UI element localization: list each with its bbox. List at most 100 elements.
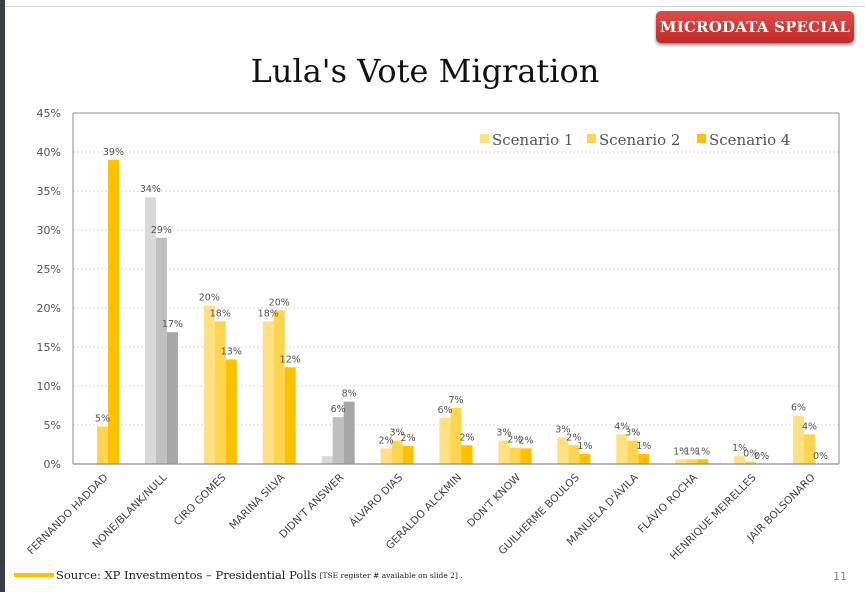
data-label: 2%: [401, 433, 416, 444]
data-label: 3%: [390, 428, 405, 439]
data-label: 1%: [577, 441, 592, 452]
data-label: 39%: [103, 147, 124, 158]
bar-scenario-4: [284, 367, 296, 464]
y-tick-label: 30%: [37, 224, 61, 237]
data-label: 18%: [210, 308, 231, 319]
x-category-label: DIDN'T ANSWER: [277, 472, 346, 541]
source-note: [TSE register # available on slide 2] .: [319, 570, 463, 580]
legend-item: Scenario 4: [697, 131, 790, 149]
data-label: 12%: [280, 354, 301, 365]
data-label: 2%: [379, 435, 394, 446]
data-label: 2%: [518, 435, 533, 446]
x-category-label: DON'T KNOW: [465, 471, 524, 530]
data-label: 3%: [625, 428, 640, 439]
bar-scenario-4: [343, 401, 355, 464]
data-label: 0%: [813, 451, 828, 462]
bar-scenario-1: [380, 448, 392, 464]
bar-scenario-2: [509, 447, 521, 464]
bar-scenario-2: [332, 417, 344, 464]
source-accent-bar: [14, 573, 54, 577]
bar-scenario-1: [734, 456, 746, 464]
data-label: 29%: [151, 225, 172, 236]
data-label: 4%: [614, 421, 629, 432]
bar-scenario-2: [686, 459, 698, 464]
bar-scenario-2: [804, 434, 816, 464]
bar-scenario-1: [675, 459, 687, 464]
bar-scenario-2: [214, 321, 226, 464]
data-label: 6%: [791, 403, 806, 414]
gridlines: [73, 112, 839, 426]
bar-scenario-4: [697, 459, 709, 464]
data-label: 1%: [684, 446, 699, 457]
data-label: 17%: [162, 319, 183, 330]
bar-scenario-4: [638, 453, 650, 464]
legend-swatch: [587, 134, 596, 143]
data-label: 1%: [673, 446, 688, 457]
bar-scenario-2: [155, 237, 167, 464]
source-text: Source: XP Investmentos – Presidential P…: [56, 568, 317, 582]
x-category-label: ÁLVARO DIAS: [347, 471, 406, 530]
bar-scenario-1: [203, 305, 215, 464]
bar-scenario-4: [166, 332, 178, 464]
y-axis-ticks: 0% 5% 10% 15% 20% 25% 30% 35% 40% 45%: [37, 107, 61, 471]
window-left-edge: [0, 0, 5, 592]
data-label: 8%: [342, 389, 357, 400]
bar-scenario-1: [793, 415, 805, 464]
legend-swatch: [697, 134, 706, 143]
bar-scenario-2: [273, 310, 285, 464]
data-label: 1%: [695, 446, 710, 457]
legend-label: Scenario 4: [709, 131, 790, 149]
page-number: 11: [833, 570, 847, 583]
bar-scenario-2: [450, 407, 462, 464]
bars: [96, 159, 816, 465]
slide-top-edge: [5, 0, 865, 7]
data-label: 3%: [496, 428, 511, 439]
bar-scenario-1: [262, 321, 274, 464]
y-tick-label: 20%: [37, 302, 61, 315]
bar-scenario-1: [321, 456, 333, 464]
data-label: 2%: [507, 435, 522, 446]
bar-scenario-4: [520, 448, 532, 464]
bar-scenario-1: [616, 434, 628, 464]
data-label: 7%: [448, 395, 463, 406]
bar-scenario-2: [627, 440, 639, 464]
bar-scenario-2: [96, 426, 108, 464]
data-label: 20%: [199, 293, 220, 304]
bar-scenario-4: [402, 446, 414, 464]
legend-item: Scenario 1: [480, 131, 573, 149]
data-label: 2%: [566, 432, 581, 443]
bar-scenario-1: [439, 417, 451, 464]
y-tick-label: 10%: [37, 380, 61, 393]
y-tick-label: 40%: [37, 146, 61, 159]
data-label: 6%: [331, 404, 346, 415]
bar-scenario-4: [107, 159, 119, 465]
data-label: 0%: [743, 449, 758, 460]
data-labels: 5%39%34%29%17%20%18%13%18%20%12%6%8%2%3%…: [95, 147, 828, 462]
data-label: 0%: [754, 451, 769, 462]
source-footer: Source: XP Investmentos – Presidential P…: [14, 568, 463, 582]
x-category-label: MARINA SILVA: [227, 471, 288, 532]
data-label: 5%: [95, 414, 110, 425]
data-label: 20%: [269, 297, 290, 308]
bar-scenario-2: [568, 445, 580, 464]
y-tick-label: 25%: [37, 263, 61, 276]
data-label: 34%: [140, 184, 161, 195]
data-label: 1%: [732, 443, 747, 454]
data-label: 13%: [221, 346, 242, 357]
axes: [72, 112, 840, 465]
microdata-special-badge: MICRODATA SPECIAL: [656, 11, 854, 43]
legend-label: Scenario 1: [492, 131, 573, 149]
data-label: 6%: [437, 405, 452, 416]
legend-item: Scenario 2: [587, 131, 680, 149]
bar-scenario-2: [745, 461, 757, 464]
bar-scenario-1: [557, 437, 569, 464]
x-category-label: FLÁVIO ROCHA: [635, 470, 700, 535]
data-label: 18%: [258, 308, 279, 319]
bar-scenario-2: [391, 440, 403, 464]
y-tick-label: 0%: [44, 458, 61, 471]
bar-scenario-4: [461, 445, 473, 464]
y-tick-label: 45%: [37, 107, 61, 120]
legend-label: Scenario 2: [599, 131, 680, 149]
